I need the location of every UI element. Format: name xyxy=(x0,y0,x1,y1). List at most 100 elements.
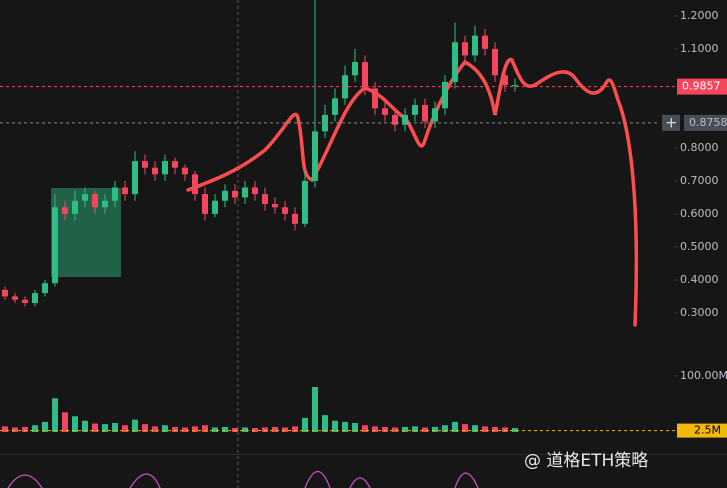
volume-bar xyxy=(22,426,28,432)
y-tick-label: 0.4000 xyxy=(680,273,719,286)
candle-body xyxy=(482,35,488,49)
volume-bar xyxy=(52,398,58,432)
volume-bar xyxy=(442,425,448,432)
volume-bar xyxy=(262,427,268,432)
volume-bar xyxy=(322,415,328,432)
candle-body xyxy=(432,108,438,122)
candle-body xyxy=(282,207,288,214)
candle-body xyxy=(312,131,318,181)
volume-bar xyxy=(502,427,508,432)
y-tick-label: 0.7000 xyxy=(680,174,719,187)
candle-body xyxy=(392,114,398,125)
candle-body xyxy=(172,161,178,168)
volume-bar xyxy=(312,387,318,432)
y-tick-label: 0.8000 xyxy=(680,141,719,154)
pane-divider xyxy=(0,454,727,455)
volume-bar xyxy=(272,426,278,432)
highlight-box xyxy=(51,188,121,277)
candle-body xyxy=(162,161,168,175)
volume-bar xyxy=(422,427,428,432)
last-volume-label: 2.5M xyxy=(694,424,721,437)
watermark: @ 道格ETH策略 xyxy=(524,451,648,471)
candle-body xyxy=(62,207,68,214)
volume-bar xyxy=(402,426,408,432)
volume-bar xyxy=(72,416,78,432)
candle-body xyxy=(272,204,278,208)
volume-bar xyxy=(472,425,478,432)
volume-bar xyxy=(412,426,418,432)
candle-body xyxy=(2,289,8,297)
candle-body xyxy=(442,81,448,109)
candle-body xyxy=(242,187,248,198)
candle-body xyxy=(142,161,148,168)
last-volume-tag xyxy=(677,423,727,438)
candle-body xyxy=(372,88,378,109)
y-tick-label: 100.00M xyxy=(680,369,727,382)
volume-bar xyxy=(342,421,348,432)
candle-body xyxy=(232,190,238,198)
volume-bar xyxy=(92,423,98,432)
volume-bar xyxy=(62,412,68,432)
volume-bar xyxy=(102,424,108,432)
candle-body xyxy=(92,194,98,208)
volume-bar xyxy=(202,425,208,432)
candle-body xyxy=(72,200,78,214)
y-tick-label: 0.3000 xyxy=(680,306,719,319)
volume-bar xyxy=(512,428,518,432)
volume-bar xyxy=(462,424,468,432)
indicator-line xyxy=(7,470,479,488)
candle-body xyxy=(112,187,118,201)
candle-body xyxy=(412,104,418,115)
volume-bar xyxy=(2,426,8,432)
candle-body xyxy=(502,75,508,86)
volume-bar xyxy=(332,420,338,432)
candle-body xyxy=(422,104,428,122)
candle-body xyxy=(42,283,48,294)
candle-body xyxy=(152,167,158,175)
candle-body xyxy=(262,194,268,204)
candle-body xyxy=(52,207,58,284)
volume-bar xyxy=(182,427,188,432)
candle-body xyxy=(252,187,258,195)
volume-bar xyxy=(192,426,198,432)
volume-bar xyxy=(12,427,18,432)
candle-body xyxy=(302,180,308,224)
volume-bar xyxy=(212,427,218,432)
volume-bar xyxy=(302,417,308,432)
volume-bar xyxy=(242,427,248,432)
volume-bar xyxy=(482,426,488,432)
candle-body xyxy=(202,194,208,214)
volume-bar xyxy=(122,425,128,432)
last-price-label: 0.9857 xyxy=(682,80,721,93)
volume-bar xyxy=(362,425,368,432)
volume-bar xyxy=(372,426,378,432)
candle-body xyxy=(462,42,468,56)
volume-bar xyxy=(152,426,158,432)
mark-price-tag xyxy=(684,114,727,131)
volume-bar xyxy=(172,426,178,432)
volume-bar xyxy=(142,424,148,432)
volume-bar xyxy=(132,419,138,432)
y-tick-label: 0.5000 xyxy=(680,240,719,253)
candle-body xyxy=(22,299,28,304)
candle-body xyxy=(122,187,128,195)
volume-bar xyxy=(432,426,438,432)
candle-body xyxy=(192,174,198,195)
candle-body xyxy=(332,98,338,115)
y-tick-label: 0.6000 xyxy=(680,207,719,220)
volume-bar xyxy=(292,426,298,432)
candle-body xyxy=(12,296,18,300)
candle-body xyxy=(32,293,38,304)
mark-price-label: 0.8758 xyxy=(689,116,727,129)
candle-body xyxy=(212,200,218,214)
add-button[interactable] xyxy=(662,114,680,131)
volume-bar xyxy=(282,427,288,432)
volume-bar xyxy=(252,428,258,432)
y-tick-label: 1.1000 xyxy=(680,42,719,55)
candle-body xyxy=(222,190,228,201)
candle-body xyxy=(512,85,518,87)
candle-body xyxy=(362,62,368,89)
volume-bar xyxy=(392,427,398,432)
